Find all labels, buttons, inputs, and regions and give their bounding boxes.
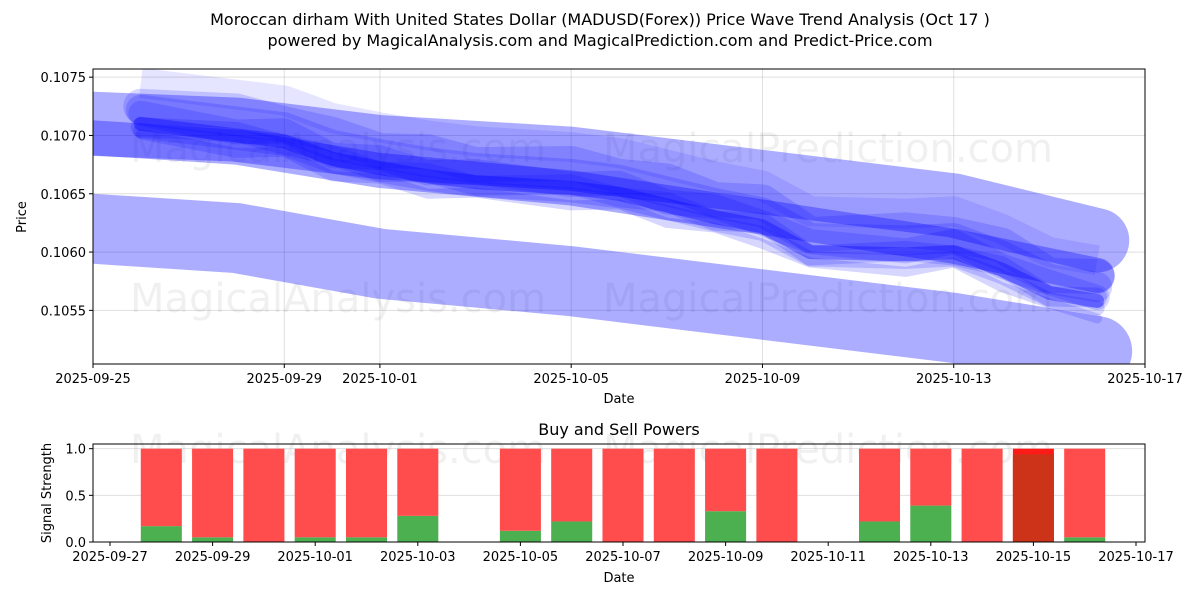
sell-bar xyxy=(551,448,593,522)
price-x-tick-label: 2025-09-29 xyxy=(246,372,322,387)
sell-bar xyxy=(858,448,901,522)
sell-bar xyxy=(499,448,541,531)
buy-bar xyxy=(858,521,901,542)
chart-subtitle: powered by MagicalAnalysis.com and Magic… xyxy=(267,31,933,50)
signal-y-tick-label: 0.0 xyxy=(65,536,86,551)
sell-bar xyxy=(140,448,182,527)
buy-bar xyxy=(294,537,336,542)
signal-bars xyxy=(140,448,1106,542)
signal-y-tick-label: 1.0 xyxy=(65,443,86,458)
signal-x-tick-label: 2025-10-07 xyxy=(585,550,661,565)
price-y-tick-label: 0.1075 xyxy=(41,71,87,86)
buy-bar xyxy=(499,530,541,542)
signal-y-ticks: 0.0 0.5 1.0 xyxy=(65,443,93,551)
wave-haze xyxy=(139,69,1100,276)
buy-bar xyxy=(910,505,952,542)
wave-band-wave-upper xyxy=(93,91,1130,273)
price-x-axis-label: Date xyxy=(603,392,634,407)
buy-bar xyxy=(1064,537,1106,542)
price-x-tick-label: 2025-10-05 xyxy=(533,372,609,387)
buy-bar xyxy=(192,537,234,542)
sell-bar xyxy=(1064,448,1106,538)
sell-bar xyxy=(602,448,644,542)
price-y-tick-label: 0.1060 xyxy=(41,246,87,261)
watermark-prediction-top: MagicalPrediction.com xyxy=(603,126,1053,172)
signal-x-tick-label: 2025-09-27 xyxy=(72,550,148,565)
price-x-tick-label: 2025-10-13 xyxy=(916,372,992,387)
sell-bar xyxy=(653,448,695,542)
signal-x-tick-label: 2025-10-01 xyxy=(277,550,353,565)
signal-x-tick-label: 2025-10-15 xyxy=(996,550,1072,565)
watermark-prediction-mid: MagicalPrediction.com xyxy=(603,276,1053,322)
price-y-tick-label: 0.1055 xyxy=(41,304,87,319)
buy-bar xyxy=(551,521,593,542)
sell-bar xyxy=(397,448,439,516)
sell-bar xyxy=(705,448,747,512)
sell-bar xyxy=(961,448,1003,542)
wave-bands xyxy=(93,69,1133,364)
signal-x-tick-label: 2025-10-03 xyxy=(380,550,456,565)
sell-bar-strong xyxy=(1012,454,1054,542)
signal-x-tick-label: 2025-10-11 xyxy=(790,550,866,565)
signal-x-tick-label: 2025-10-05 xyxy=(483,550,559,565)
price-axes-frame xyxy=(92,68,1146,365)
wave-layer xyxy=(135,129,1103,324)
sell-bar xyxy=(192,448,234,538)
wave-layer xyxy=(128,100,1110,311)
price-x-tick-label: 2025-10-17 xyxy=(1107,372,1183,387)
price-y-tick-label: 0.1065 xyxy=(41,188,87,203)
sell-bar xyxy=(345,448,388,538)
buy-bar xyxy=(140,526,182,542)
buy-bar xyxy=(705,511,747,542)
signal-y-tick-label: 0.5 xyxy=(65,489,86,504)
price-y-ticks: 0.1055 0.1060 0.1065 0.1070 0.1075 xyxy=(41,71,93,319)
signal-chart-title: Buy and Sell Powers xyxy=(538,420,700,439)
signal-x-ticks: 2025-09-27 2025-09-29 2025-10-01 2025-10-03… xyxy=(72,542,1174,565)
signal-x-tick-label: 2025-10-17 xyxy=(1098,550,1174,565)
wave-center-line xyxy=(133,116,1105,309)
price-y-tick-label: 0.1070 xyxy=(41,129,87,144)
signal-axes-frame xyxy=(92,443,1146,543)
buy-bar xyxy=(397,515,439,542)
signal-y-axis-label: Signal Strength xyxy=(40,443,55,543)
wave-layer xyxy=(125,94,1113,303)
sell-bar xyxy=(243,448,285,542)
wave-layer xyxy=(130,117,1108,308)
wave-band-wave-lower xyxy=(93,193,1133,364)
price-x-tick-label: 2025-10-01 xyxy=(342,372,418,387)
sell-bar xyxy=(756,448,798,542)
signal-x-tick-label: 2025-10-13 xyxy=(893,550,969,565)
signal-x-tick-label: 2025-09-29 xyxy=(175,550,251,565)
price-y-axis-label: Price xyxy=(15,201,30,233)
wave-band-wave-mid xyxy=(93,120,1115,293)
price-x-tick-label: 2025-10-09 xyxy=(725,372,801,387)
signal-x-tick-label: 2025-10-09 xyxy=(688,550,764,565)
sell-bar xyxy=(294,448,336,538)
price-x-ticks: 2025-09-25 2025-09-29 2025-10-01 2025-10-05… xyxy=(55,364,1183,387)
signal-x-axis-label: Date xyxy=(603,571,634,586)
chart-title: Moroccan dirham With United States Dolla… xyxy=(210,10,990,29)
wave-layer xyxy=(123,88,1115,295)
sell-bar xyxy=(910,448,952,506)
watermark-analysis-mid: MagicalAnalysis.com xyxy=(130,276,546,322)
wave-layer xyxy=(133,123,1105,316)
watermark-analysis-top: MagicalAnalysis.com xyxy=(130,126,546,172)
buy-bar xyxy=(345,537,388,542)
price-x-tick-label: 2025-09-25 xyxy=(55,372,131,387)
watermarks: MagicalAnalysis.com MagicalPrediction.co… xyxy=(130,126,1053,322)
